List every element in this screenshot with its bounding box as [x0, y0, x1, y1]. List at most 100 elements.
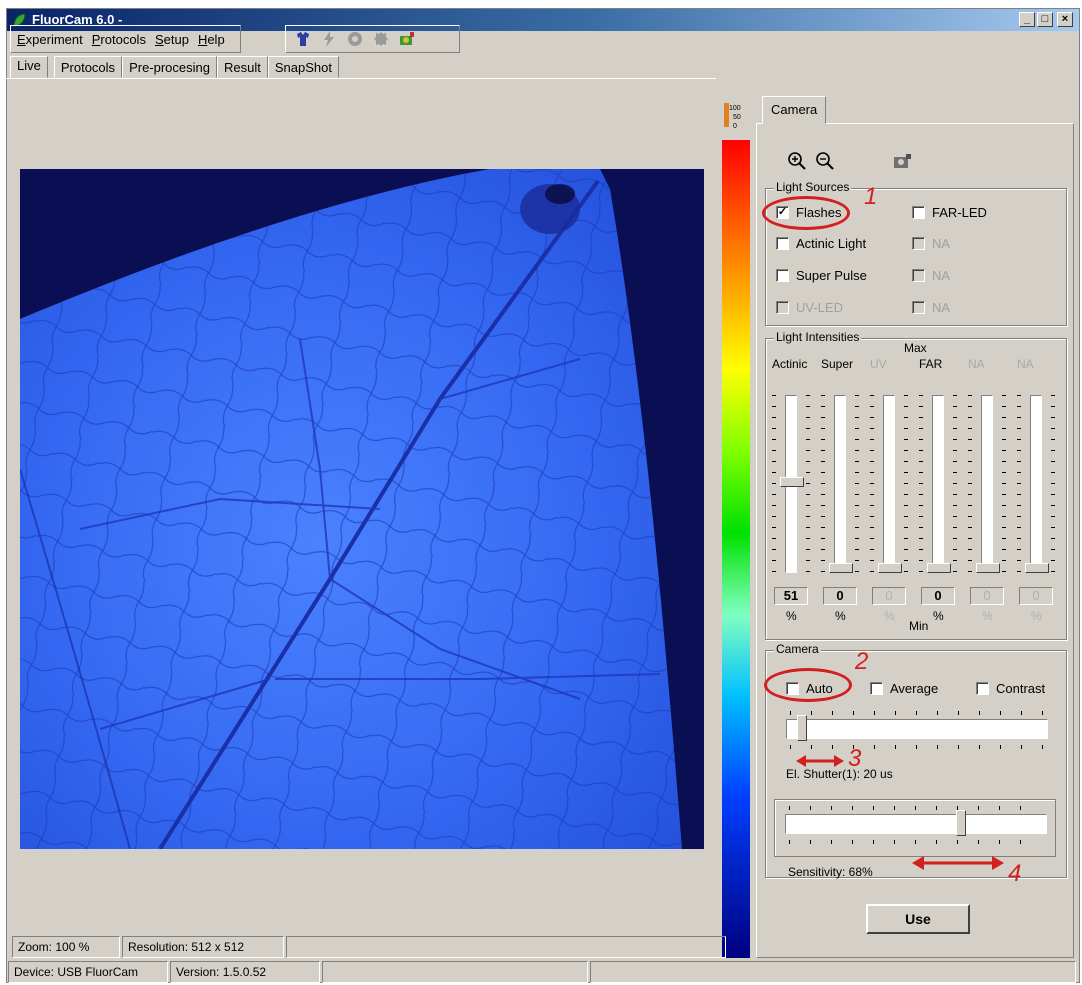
contrast-checkbox[interactable]: Contrast: [976, 681, 1045, 696]
super-pulse-checkbox[interactable]: Super Pulse: [776, 268, 867, 283]
menu-help[interactable]: Help: [197, 31, 225, 47]
svg-text:100: 100: [729, 105, 741, 112]
flash-icon[interactable]: [320, 30, 338, 48]
menu-bar: Experiment Protocols Setup Help: [10, 25, 241, 53]
shutter-slider-thumb[interactable]: [797, 715, 807, 741]
status-empty-1: [286, 936, 726, 958]
tab-live[interactable]: Live: [10, 56, 48, 78]
intensity-slider-thumb-3[interactable]: [927, 563, 951, 573]
intensity-value-3[interactable]: 0: [921, 587, 955, 605]
intensity-ticks-left-5: [1017, 395, 1021, 573]
intensity-slider-3[interactable]: [925, 395, 951, 575]
sensitivity-frame: [774, 799, 1056, 857]
intensity-slider-thumb-4: [976, 563, 1000, 573]
annotation-number-4: 4: [1008, 860, 1022, 887]
far-led-checkbox[interactable]: FAR-LED: [912, 205, 987, 220]
svg-text:50: 50: [733, 114, 741, 121]
intensity-ticks-left-1: [821, 395, 825, 573]
intensity-slider-track-5: [1030, 395, 1042, 573]
intensity-value-2: 0: [872, 587, 906, 605]
intensity-unit-3: %: [933, 609, 944, 623]
use-button[interactable]: Use: [866, 904, 970, 934]
color-scale-bar: [722, 140, 750, 958]
title-bar[interactable]: FluorCam 6.0 - _ □ ×: [7, 9, 1079, 31]
intensity-name-5: NA: [1017, 357, 1034, 371]
tab-result[interactable]: Result: [217, 56, 268, 78]
maximize-button[interactable]: □: [1037, 12, 1053, 27]
intensity-slider-track-3: [932, 395, 944, 573]
intensity-value-4: 0: [970, 587, 1004, 605]
annotation-number-2: 2: [855, 648, 869, 675]
intensity-name-3: FAR: [919, 357, 943, 371]
tab-camera[interactable]: Camera: [762, 96, 827, 124]
zoom-status: Zoom: 100 %: [12, 936, 120, 958]
light-sources-label: Light Sources: [774, 180, 852, 194]
tab-protocols[interactable]: Protocols: [53, 56, 123, 78]
shutter-ticks-bottom: [790, 745, 1046, 749]
tab-snapshot[interactable]: SnapShot: [267, 56, 339, 78]
intensity-slider-2: [876, 395, 902, 575]
shutter-ticks-top: [790, 711, 1046, 715]
na-label-2: NA: [932, 268, 951, 283]
zoom-in-icon[interactable]: [787, 151, 807, 171]
intensity-ticks-right-4: [1002, 395, 1006, 573]
shirt-icon[interactable]: [294, 30, 312, 48]
na-checkbox-1: NA: [912, 236, 950, 251]
intensity-name-0: Actinic: [772, 357, 808, 371]
intensity-slider-thumb-1[interactable]: [829, 563, 853, 573]
na-checkbox-3: NA: [912, 300, 950, 315]
status-empty-2: [322, 961, 588, 983]
shutter-slider[interactable]: [786, 715, 1048, 741]
far-led-label: FAR-LED: [932, 205, 987, 220]
zoom-out-icon[interactable]: [815, 151, 835, 171]
menu-experiment[interactable]: Experiment: [17, 31, 83, 47]
average-label: Average: [890, 681, 939, 696]
actinic-light-checkbox[interactable]: Actinic Light: [776, 236, 866, 251]
min-label: Min: [909, 619, 929, 633]
sensitivity-slider-thumb[interactable]: [956, 810, 966, 836]
toolbar: [285, 25, 460, 53]
close-button[interactable]: ×: [1057, 12, 1073, 27]
fluorescence-image[interactable]: [20, 169, 704, 849]
light-intensities-label: Light Intensities: [774, 330, 862, 344]
annotation-arrow-3: [796, 755, 844, 767]
minimize-button[interactable]: _: [1019, 12, 1035, 27]
average-checkbox[interactable]: Average: [870, 681, 938, 696]
gear-flash-icon[interactable]: [372, 30, 390, 48]
intensity-ticks-left-2: [870, 395, 874, 573]
intensity-ticks-right-2: [904, 395, 908, 573]
intensity-slider-track-2: [883, 395, 895, 573]
actinic-light-label: Actinic Light: [796, 236, 867, 251]
intensity-name-1: Super: [821, 357, 854, 371]
intensity-slider-0[interactable]: [778, 395, 804, 575]
intensity-slider-1[interactable]: [827, 395, 853, 575]
intensity-value-1[interactable]: 0: [823, 587, 857, 605]
tab-pre-processing[interactable]: Pre-procesing: [122, 56, 217, 78]
intensity-value-5: 0: [1019, 587, 1053, 605]
intensity-slider-4: [974, 395, 1000, 575]
intensity-slider-thumb-5: [1025, 563, 1049, 573]
disc-icon[interactable]: [346, 30, 364, 48]
na-label-3: NA: [932, 300, 951, 315]
menu-protocols[interactable]: Protocols: [91, 31, 146, 47]
na-checkbox-2: NA: [912, 268, 950, 283]
intensity-ticks-left-4: [968, 395, 972, 573]
intensity-value-0[interactable]: 51: [774, 587, 808, 605]
intensity-slider-track-1: [834, 395, 846, 573]
intensity-slider-thumb-0[interactable]: [780, 477, 804, 487]
intensity-name-2: UV: [870, 357, 887, 371]
intensity-ticks-right-3: [953, 395, 957, 573]
intensity-ticks-left-0: [772, 395, 776, 573]
menu-setup[interactable]: Setup: [154, 31, 189, 47]
camera-color-icon[interactable]: [398, 30, 416, 48]
annotation-arrow-4: [912, 856, 1004, 870]
intensity-slider-5: [1023, 395, 1049, 575]
color-scale-icon[interactable]: 100 50 0: [723, 100, 751, 130]
camera-icon[interactable]: [891, 151, 913, 171]
resolution-status: Resolution: 512 x 512: [122, 936, 284, 958]
super-pulse-label: Super Pulse: [796, 268, 867, 283]
intensity-slider-thumb-2: [878, 563, 902, 573]
camera-settings-panel: Light Sources ✓ Flashes FAR-LED Actinic L…: [756, 123, 1074, 958]
sensitivity-slider[interactable]: [785, 810, 1047, 836]
device-status: Device: USB FluorCam: [8, 961, 168, 983]
